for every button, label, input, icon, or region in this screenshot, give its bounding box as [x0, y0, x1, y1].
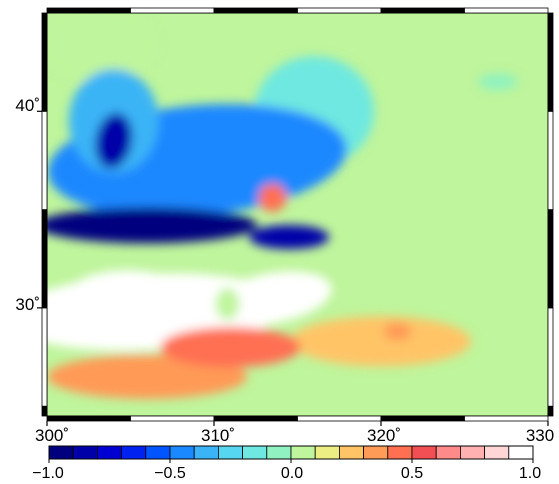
anomaly-feature [291, 316, 471, 367]
colorbar-label-0-5: 0.5 [401, 465, 423, 482]
frame-segment-top [213, 7, 298, 14]
colorbar-swatch [169, 445, 195, 460]
colorbar-swatch [435, 445, 461, 460]
anomaly-feature [160, 327, 301, 368]
frame-segment-bottom [213, 415, 298, 422]
frame-segment-right [547, 209, 554, 309]
frame-segment-left [41, 110, 48, 211]
colorbar-label-minus-0-5: −0.5 [154, 465, 186, 482]
colorbar-swatch [217, 445, 243, 460]
anomaly-feature [383, 322, 412, 341]
y-tick-label-30: 30˚ [15, 295, 40, 314]
colorbar-swatch [338, 445, 364, 460]
colorbar-swatch [411, 445, 437, 460]
colorbar-swatch [314, 445, 340, 460]
frame-segment-bottom [46, 415, 131, 422]
frame-segment-right [547, 405, 554, 417]
colorbar-swatch [363, 445, 389, 460]
frame-segment-left [41, 12, 48, 112]
colorbar-swatch [387, 445, 413, 460]
map-plot-area [47, 13, 548, 416]
anomaly-features [47, 13, 518, 399]
frame-segment-right [547, 12, 554, 112]
colorbar-swatch [97, 445, 123, 460]
frame-segment-top [380, 7, 465, 14]
anomaly-feature [47, 354, 248, 399]
x-tick-label-320: 320˚ [367, 426, 401, 445]
anomaly-feature [477, 73, 518, 90]
anomaly-feature [249, 225, 330, 250]
frame-segment-right [547, 307, 554, 407]
map-frame [37, 7, 554, 426]
x-tick-label-330: 330 [526, 426, 554, 445]
anomaly-feature [47, 207, 258, 244]
colorbar-swatch [72, 445, 98, 460]
x-tick-label-310: 310˚ [201, 426, 235, 445]
colorbar-swatch [193, 445, 219, 460]
frame-segment-right [547, 110, 554, 211]
anomaly-feature [258, 183, 287, 212]
colorbar-swatch [145, 445, 171, 460]
colorbar-swatch [48, 445, 74, 460]
colorbar-swatch [508, 445, 534, 460]
frame-segment-bottom [130, 415, 215, 422]
y-tick-label-40: 40˚ [15, 96, 40, 115]
anomaly-feature [67, 270, 178, 315]
frame-segment-left [41, 405, 48, 417]
colorbar-swatch [242, 445, 268, 460]
colorbar [48, 445, 534, 463]
colorbar-label-1: 1.0 [519, 465, 541, 482]
frame-segment-bottom [380, 415, 465, 422]
colorbar-swatch [484, 445, 510, 460]
x-axis-tick-labels: 300˚ 310˚ 320˚ 330 [35, 426, 554, 445]
colorbar-label-0: 0.0 [281, 465, 303, 482]
frame-segment-top [464, 7, 549, 14]
frame-segment-top [297, 7, 382, 14]
colorbar-swatch [290, 445, 316, 460]
anomaly-feature [213, 271, 332, 325]
frame-segment-bottom [464, 415, 549, 422]
frame-segment-top [46, 7, 131, 14]
anomaly-feature [95, 113, 133, 169]
frame-segment-left [41, 209, 48, 309]
frame-segment-top [130, 7, 215, 14]
colorbar-label-minus-1: −1.0 [32, 465, 64, 482]
colorbar-tick-labels: −1.0 −0.5 0.0 0.5 1.0 [32, 465, 541, 482]
x-tick-label-300: 300˚ [35, 426, 69, 445]
frame-segment-left [41, 307, 48, 407]
anomaly-feature [47, 13, 158, 83]
colorbar-swatch [459, 445, 485, 460]
anomaly-feature [215, 287, 240, 320]
colorbar-swatch [266, 445, 292, 460]
colorbar-swatch [121, 445, 147, 460]
frame-segment-bottom [297, 415, 382, 422]
y-axis-tick-labels: 40˚ 30˚ [15, 96, 40, 314]
